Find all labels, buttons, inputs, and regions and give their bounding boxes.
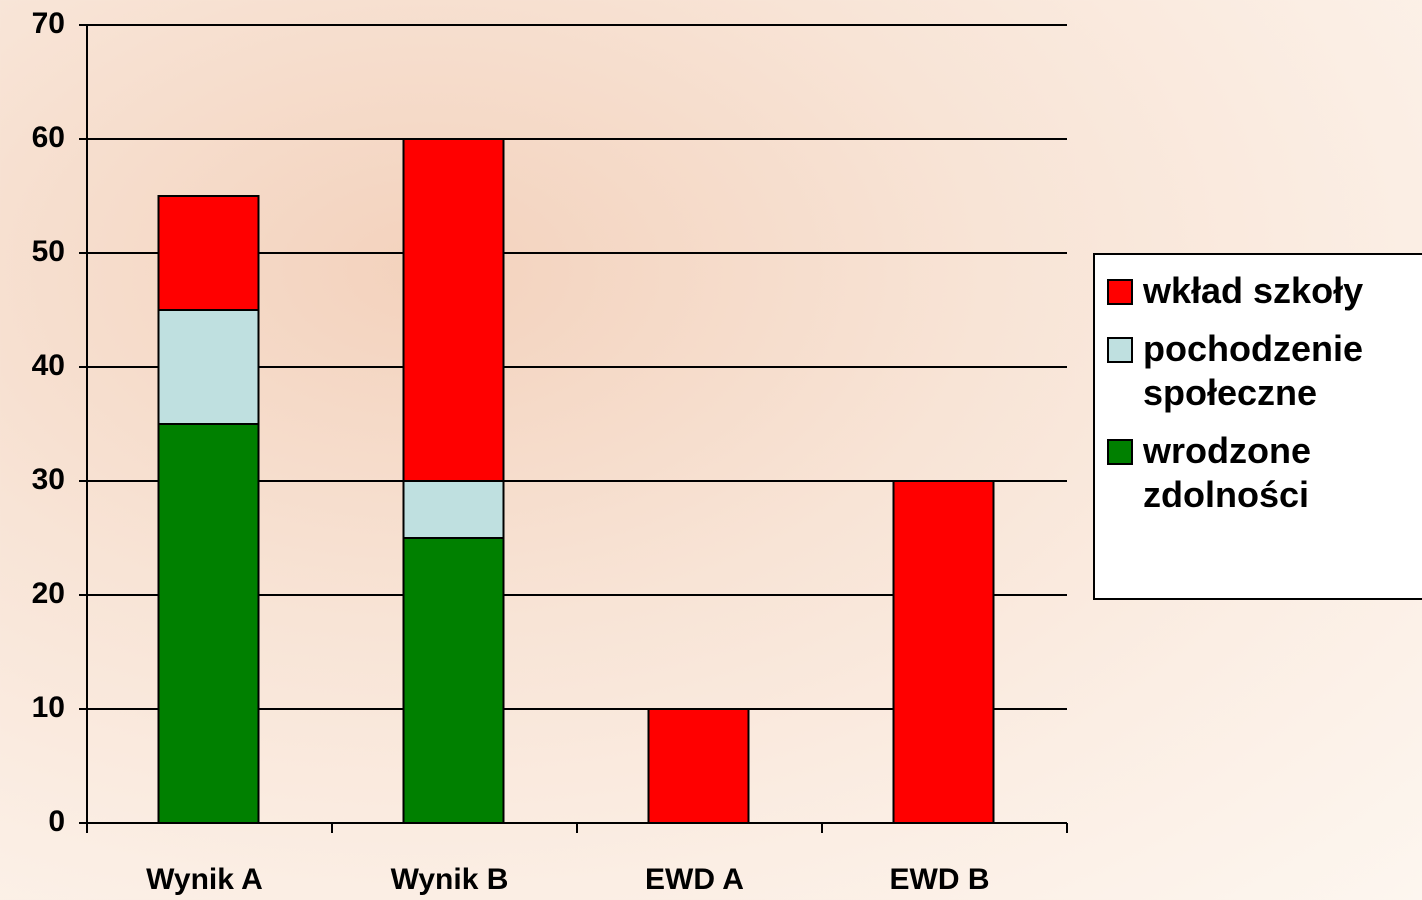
x-tick-label: Wynik B bbox=[391, 863, 509, 896]
y-tick-label: 0 bbox=[48, 805, 65, 838]
bar-segment bbox=[402, 537, 505, 824]
y-tick-label: 30 bbox=[32, 463, 65, 496]
bar-segment bbox=[402, 480, 505, 539]
legend-swatch bbox=[1107, 279, 1133, 305]
legend-swatch bbox=[1107, 439, 1133, 465]
y-tick-label: 20 bbox=[32, 577, 65, 610]
x-tick-label: Wynik A bbox=[146, 863, 263, 896]
legend-item: wkład szkoły bbox=[1107, 269, 1422, 313]
bar-segment bbox=[157, 309, 260, 425]
x-tick-label: EWD A bbox=[645, 863, 744, 896]
y-tick-label: 50 bbox=[32, 235, 65, 268]
legend-swatch bbox=[1107, 337, 1133, 363]
y-tick-label: 70 bbox=[32, 7, 65, 40]
legend-item: wrodzone zdolności bbox=[1107, 429, 1422, 517]
legend: wkład szkoły pochodzenie społeczne wrodzon… bbox=[1093, 253, 1422, 600]
bar-segment bbox=[157, 195, 260, 311]
bar-segment bbox=[647, 708, 750, 824]
x-tick-label: EWD B bbox=[890, 863, 990, 896]
y-tick-label: 10 bbox=[32, 691, 65, 724]
bar-segment bbox=[402, 138, 505, 482]
bar-segment bbox=[157, 423, 260, 824]
y-tick-label: 40 bbox=[32, 349, 65, 382]
legend-item: pochodzenie społeczne bbox=[1107, 327, 1422, 415]
bar-segment bbox=[892, 480, 995, 824]
legend-label: wrodzone zdolności bbox=[1143, 430, 1311, 515]
legend-label: wkład szkoły bbox=[1143, 270, 1364, 311]
legend-label: pochodzenie społeczne bbox=[1143, 328, 1364, 413]
y-tick-label: 60 bbox=[32, 121, 65, 154]
